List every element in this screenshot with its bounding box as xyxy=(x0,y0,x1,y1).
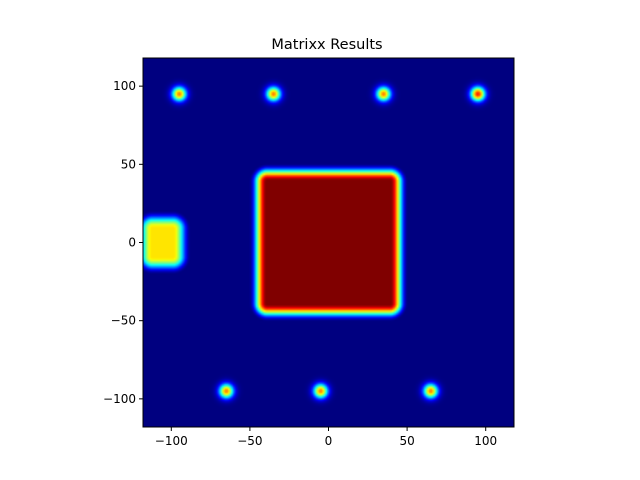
plot-area xyxy=(142,57,515,428)
y-tick-label: 100 xyxy=(113,79,136,93)
x-tick-label: 0 xyxy=(325,434,333,448)
y-tick-label: 0 xyxy=(128,236,136,250)
x-tick-label: −50 xyxy=(237,434,262,448)
x-tick-label: 100 xyxy=(474,434,497,448)
x-tick-label: −100 xyxy=(155,434,188,448)
y-tick-label: 50 xyxy=(121,157,136,171)
chart-title: Matrixx Results xyxy=(271,37,382,53)
x-tick-label: 50 xyxy=(399,434,414,448)
y-axis: −100 −50 0 50 100 xyxy=(103,79,143,406)
y-tick-label: −100 xyxy=(103,392,136,406)
y-tick-label: −50 xyxy=(111,314,136,328)
x-axis: −100 −50 0 50 100 xyxy=(155,427,497,448)
heatmap-image xyxy=(143,58,514,427)
